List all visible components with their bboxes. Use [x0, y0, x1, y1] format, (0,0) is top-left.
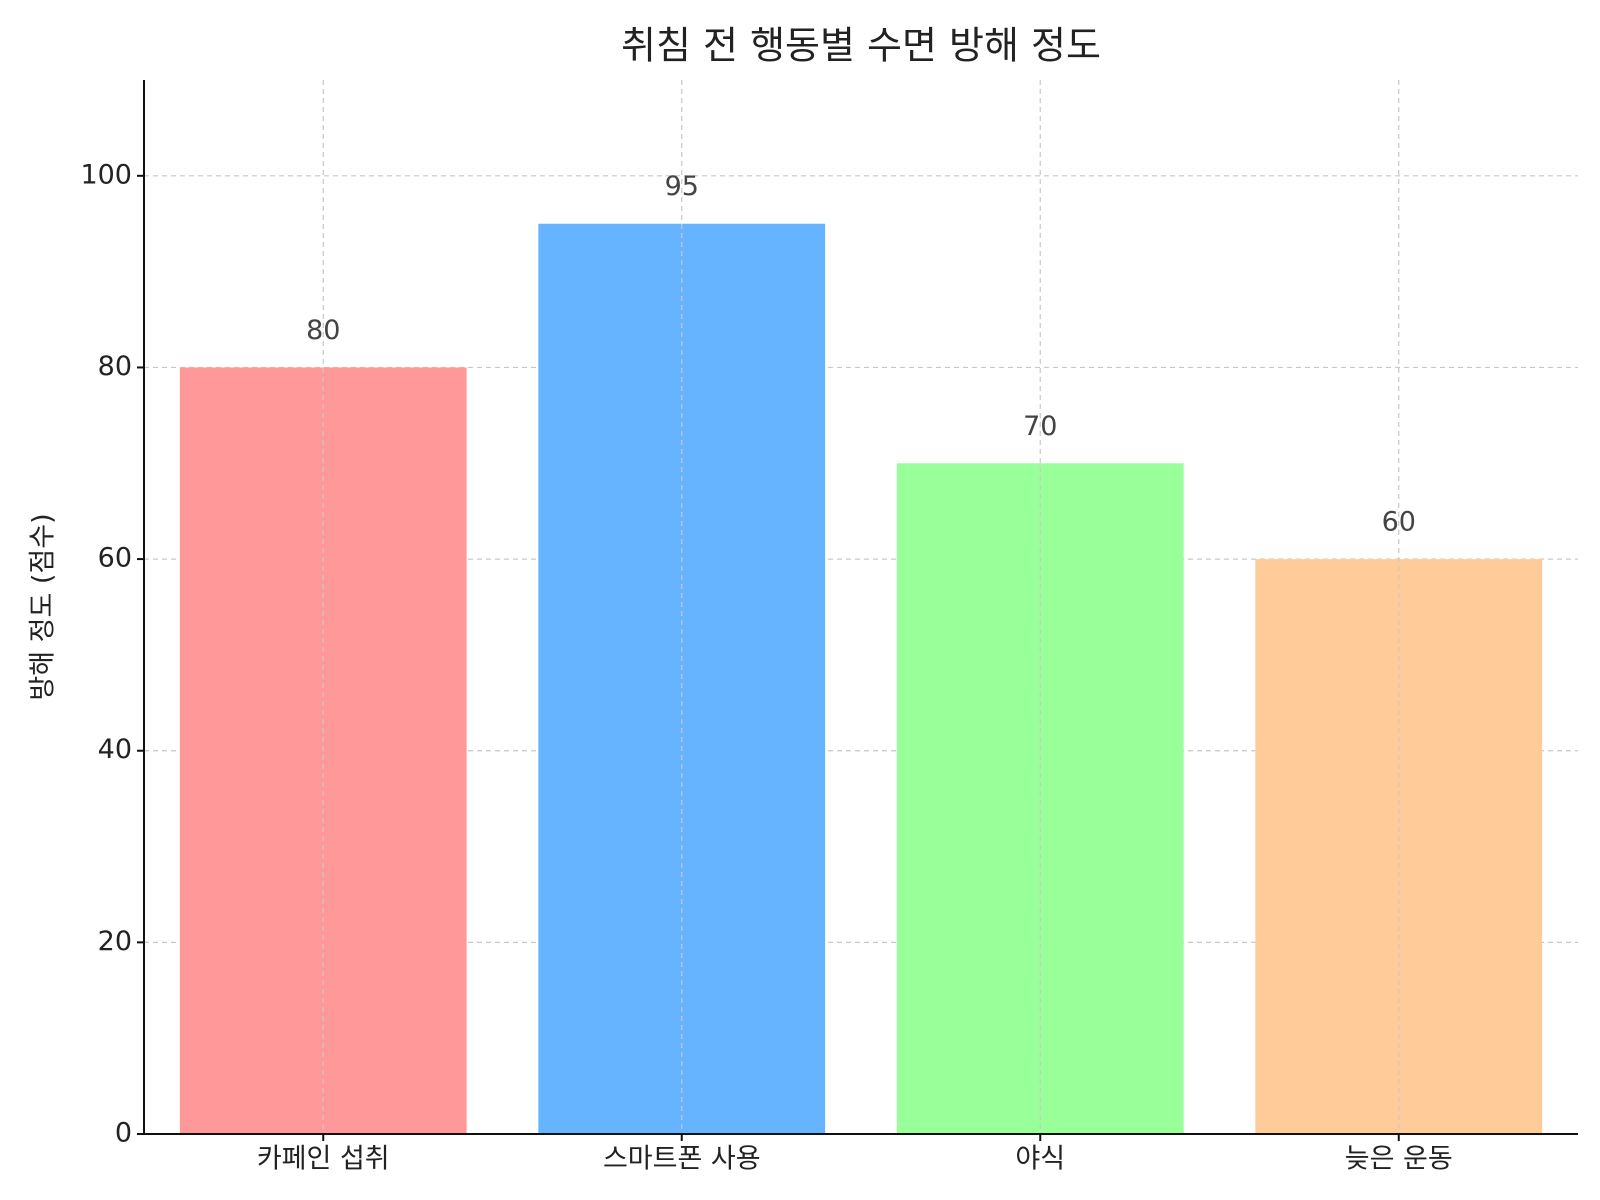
y-tick-label: 80 — [98, 351, 132, 382]
y-tick-label: 20 — [98, 926, 132, 957]
y-tick-label: 100 — [80, 159, 132, 190]
bar — [896, 463, 1184, 1135]
x-tick-label: 야식 — [1015, 1144, 1065, 1175]
chart-title: 취침 전 행동별 수면 방해 정도 — [621, 24, 1101, 68]
x-tick-label: 스마트폰 사용 — [603, 1144, 761, 1175]
y-tick-label: 0 — [115, 1118, 132, 1149]
value-label: 80 — [306, 315, 340, 346]
x-tick-label: 늦은 운동 — [1345, 1144, 1453, 1175]
y-axis-label: 방해 정도 (점수) — [28, 513, 59, 700]
x-tick-label: 카페인 섭취 — [257, 1144, 390, 1175]
y-tick-label: 60 — [98, 543, 132, 574]
y-tick-label: 40 — [98, 734, 132, 765]
